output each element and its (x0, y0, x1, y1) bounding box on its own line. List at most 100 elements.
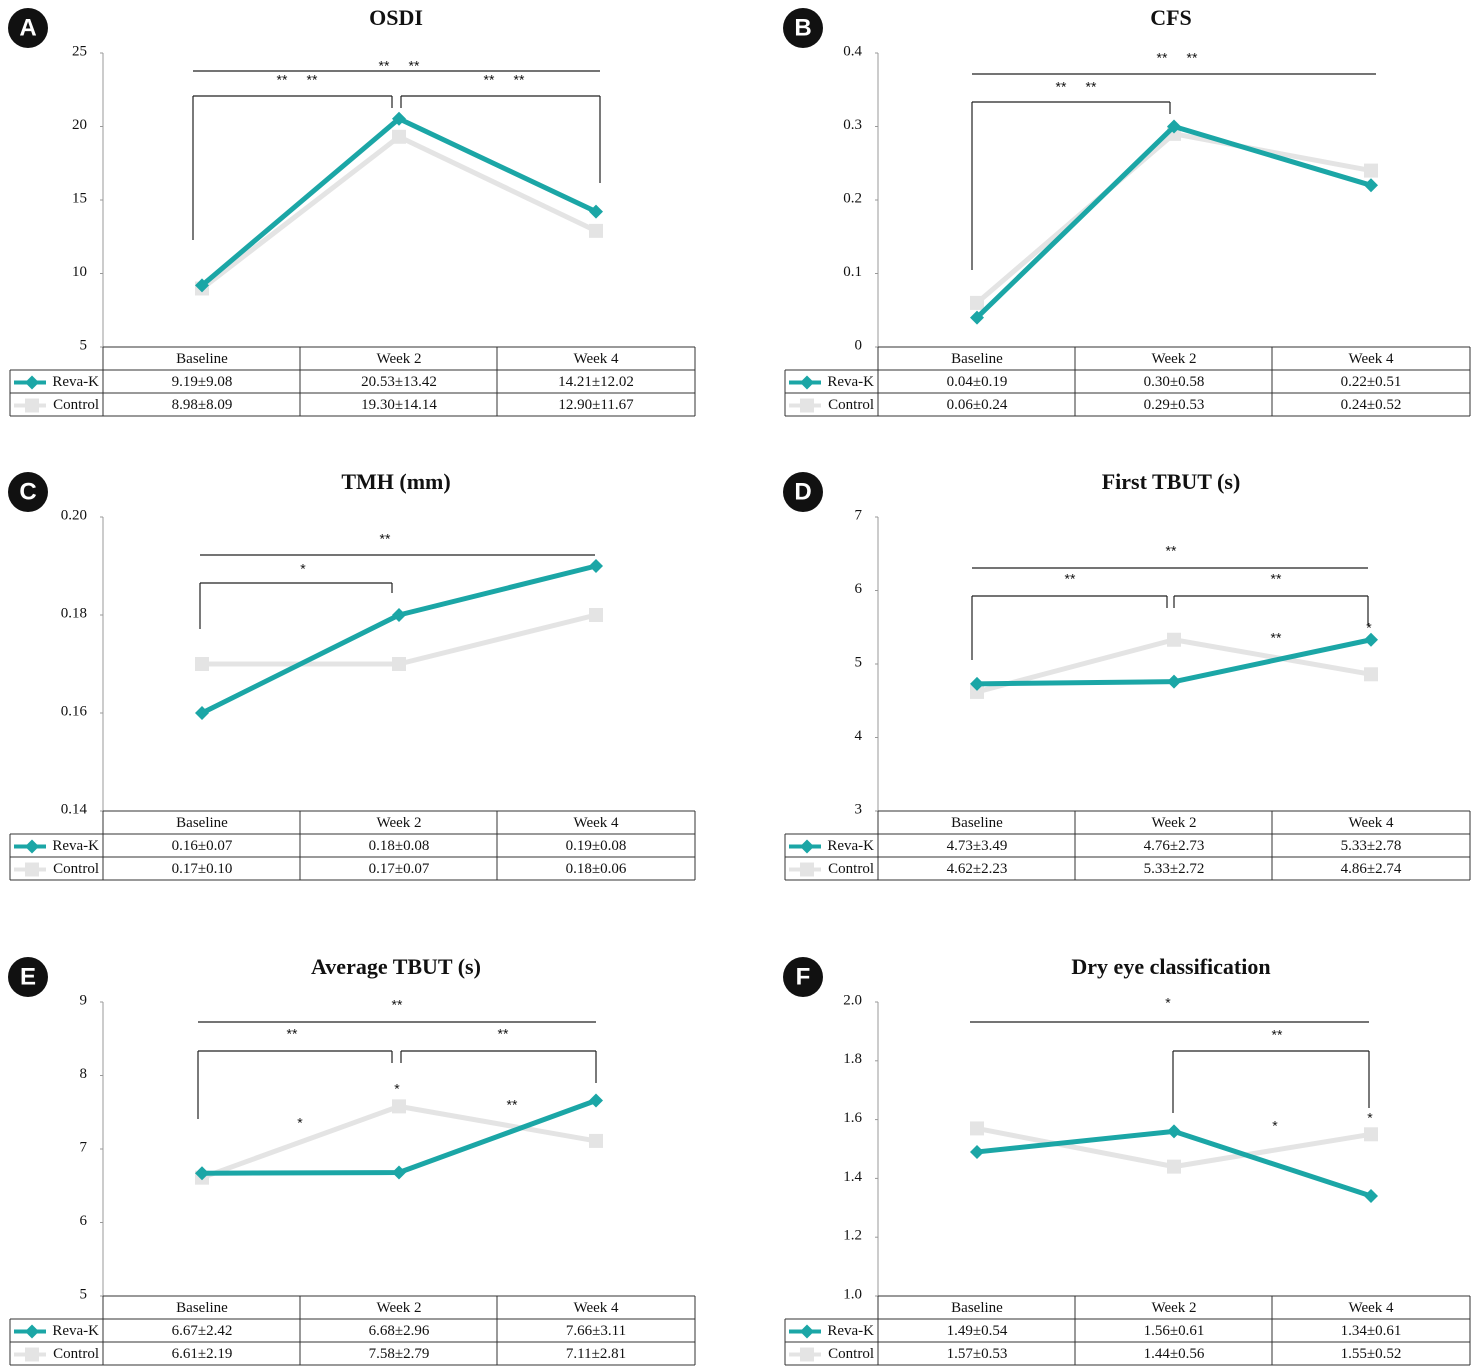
table-header: Week 2 (1151, 1300, 1196, 1316)
table-value: 6.67±2.42 (172, 1323, 233, 1339)
y-tick-label: 7 (855, 507, 863, 523)
significance: * (394, 1081, 400, 1097)
marker (589, 223, 603, 238)
legend-label: Reva-K (827, 374, 874, 390)
table-value: 4.76±2.73 (1144, 838, 1205, 854)
y-tick-label: 10 (72, 264, 87, 280)
table-header: Baseline (176, 351, 228, 367)
significance: ** (1271, 630, 1282, 646)
legend-marker (800, 1324, 814, 1339)
chart-title: Average TBUT (s) (311, 954, 481, 979)
table-header: Week 2 (1151, 351, 1196, 367)
table-value: 6.68±2.96 (369, 1323, 430, 1339)
marker (1364, 1189, 1378, 1204)
series-line (200, 134, 598, 291)
table-value: 14.21±12.02 (558, 374, 634, 390)
table-header: Week 2 (1151, 815, 1196, 831)
table-value: 0.19±0.08 (566, 838, 627, 854)
y-tick-label: 7 (80, 1139, 88, 1155)
significance: ** (484, 72, 495, 88)
legend-marker (800, 375, 814, 390)
marker (195, 278, 209, 293)
marker (392, 657, 406, 671)
table-header: Week 4 (573, 1300, 619, 1316)
marker (970, 310, 984, 325)
table-header: Baseline (951, 1300, 1003, 1316)
y-tick-label: 5 (855, 654, 863, 670)
legend-marker (25, 375, 39, 390)
panel-badge (8, 472, 48, 512)
significance: * (1366, 620, 1372, 636)
marker (1167, 119, 1181, 134)
y-tick-label: 0.2 (843, 190, 862, 206)
legend-marker (800, 1347, 814, 1362)
y-tick-label: 0 (855, 337, 863, 353)
legend-label: Control (53, 861, 99, 877)
table-value: 0.18±0.06 (566, 861, 627, 877)
series-line (975, 131, 1372, 305)
chart-title: OSDI (369, 5, 423, 30)
chart-title: TMH (mm) (341, 469, 450, 494)
panel: D First TBUT (s) 3 4 5 6 7 Baseline Week 2 Week 4… (783, 469, 1471, 881)
significance: ** (498, 1026, 509, 1042)
table-value: 7.66±3.11 (566, 1323, 626, 1339)
significance: ** (1086, 79, 1097, 95)
y-tick-label: 5 (80, 1286, 88, 1302)
legend-marker (25, 1347, 39, 1362)
y-tick-label: 1.0 (843, 1286, 862, 1302)
significance: ** (1157, 50, 1168, 66)
significance: ** (277, 72, 288, 88)
significance: ** (1187, 50, 1198, 66)
panel: F Dry eye classification 1.0 1.2 1.4 1.6 1.8 2.… (783, 954, 1471, 1366)
table-value: 0.24±0.52 (1341, 397, 1402, 413)
panel-label: E (20, 963, 36, 990)
series-line (975, 124, 1372, 320)
marker (970, 295, 984, 310)
legend-label: Reva-K (827, 838, 874, 854)
y-tick-label: 0.16 (61, 703, 88, 719)
table-value: 6.61±2.19 (172, 1346, 233, 1362)
table-header: Week 2 (376, 1300, 421, 1316)
marker (970, 1121, 984, 1136)
series-line (200, 563, 597, 716)
table-header: Week 4 (573, 815, 619, 831)
table-value: 0.29±0.53 (1144, 397, 1205, 413)
table-header: Week 4 (1348, 1300, 1394, 1316)
y-tick-label: 0.3 (843, 117, 862, 133)
y-tick-label: 15 (72, 190, 87, 206)
legend-label: Reva-K (52, 374, 99, 390)
legend-label: Reva-K (827, 1323, 874, 1339)
legend-label: Control (53, 397, 99, 413)
panel-badge (783, 8, 823, 48)
significance: ** (287, 1026, 298, 1042)
table-value: 4.86±2.74 (1341, 861, 1402, 877)
legend-marker (800, 862, 814, 877)
legend-marker (800, 398, 814, 413)
significance: * (1367, 1110, 1373, 1126)
panel-badge (783, 957, 823, 997)
marker (589, 559, 603, 573)
marker (970, 1144, 984, 1159)
chart-title: Dry eye classification (1071, 954, 1270, 979)
marker (1364, 1127, 1378, 1142)
marker (392, 1099, 406, 1114)
table-value: 7.11±2.81 (566, 1346, 626, 1362)
marker (1167, 1159, 1181, 1174)
significance: ** (380, 531, 391, 547)
y-tick-label: 1.2 (843, 1228, 862, 1244)
table-value: 4.73±3.49 (947, 838, 1008, 854)
y-tick-label: 2.0 (843, 992, 862, 1008)
significance: ** (379, 58, 390, 74)
panel-label: C (19, 478, 36, 505)
panel-badge (8, 8, 48, 48)
legend-label: Reva-K (52, 1323, 99, 1339)
panel-badge (8, 957, 48, 997)
series-line (202, 612, 597, 667)
y-tick-label: 3 (855, 801, 863, 817)
chart-title: CFS (1150, 5, 1192, 30)
marker (1364, 178, 1378, 193)
legend-marker (800, 839, 814, 854)
table-header: Week 4 (573, 351, 619, 367)
table-value: 4.62±2.23 (947, 861, 1008, 877)
